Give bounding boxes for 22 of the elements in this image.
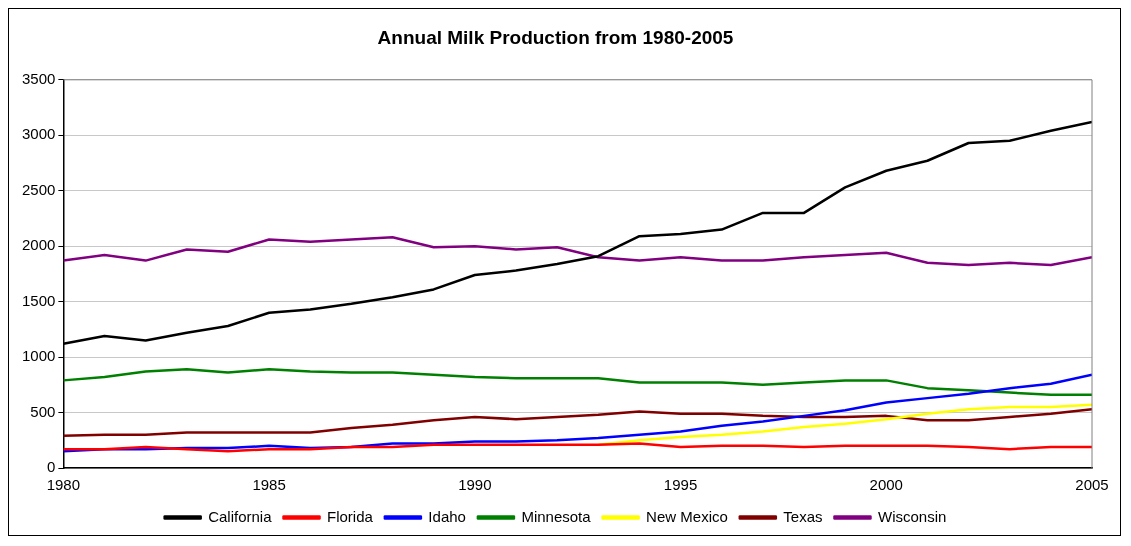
y-tick-label: 2500 xyxy=(21,180,56,198)
x-tick-label: 1995 xyxy=(663,476,698,494)
legend-label: New Mexico xyxy=(646,507,728,525)
y-tick-label: 500 xyxy=(30,402,56,420)
legend-label: California xyxy=(208,507,273,525)
x-tick-label: 2005 xyxy=(1075,476,1109,494)
x-tick-label: 1985 xyxy=(252,476,286,494)
legend-label: Minnesota xyxy=(521,507,592,525)
legend-label: Idaho xyxy=(428,507,466,525)
chart-title: Annual Milk Production from 1980-2005 xyxy=(377,26,734,48)
y-tick-label: 3000 xyxy=(21,125,56,143)
y-tick-label: 3500 xyxy=(21,69,56,87)
y-tick-label: 1000 xyxy=(21,347,56,365)
y-tick-label: 2000 xyxy=(21,236,56,254)
legend-label: Texas xyxy=(783,507,823,525)
legend-label: Wisconsin xyxy=(877,507,947,525)
y-tick-label: 0 xyxy=(47,458,56,476)
x-tick-label: 1980 xyxy=(46,476,81,494)
x-tick-label: 2000 xyxy=(869,476,903,494)
legend-label: Florida xyxy=(327,507,374,525)
x-tick-label: 1990 xyxy=(458,476,492,494)
y-tick-label: 1500 xyxy=(21,291,56,309)
